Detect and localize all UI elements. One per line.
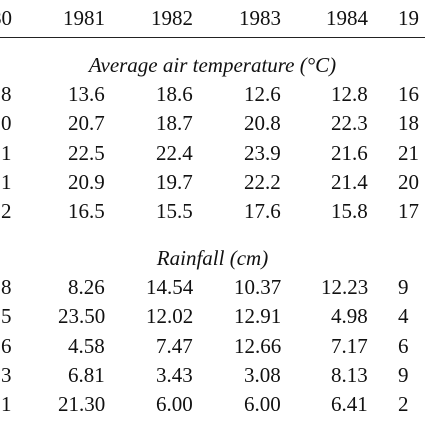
- table-cell: 13.6: [68, 82, 105, 106]
- table-cell: 16: [398, 82, 419, 106]
- table-cell: 12.6: [244, 82, 281, 106]
- table-cell: 14.54: [146, 275, 194, 299]
- table-cell: 7.17: [331, 333, 368, 358]
- table-cell: 6.41: [331, 392, 368, 417]
- table-cell: 20.7: [68, 111, 105, 136]
- table-cell: 6.81: [68, 362, 105, 387]
- header-cell: 1981: [63, 6, 105, 30]
- table-cell: 21: [398, 140, 419, 165]
- header-cell: 1982: [151, 6, 193, 30]
- table-cell: 9: [398, 362, 409, 387]
- table-cell: 23.50: [58, 304, 106, 329]
- table-cell: 22.3: [331, 111, 368, 136]
- table-cell: 12.23: [321, 275, 369, 299]
- header-cell: 19: [398, 6, 419, 30]
- table-cell: 9: [398, 275, 409, 299]
- table-cell: 18.6: [156, 82, 193, 106]
- table-cell: 12.91: [234, 304, 282, 329]
- table-cell: 6.00: [156, 392, 193, 417]
- table-cell: 12.8: [331, 82, 368, 106]
- table-cell: 3.43: [156, 362, 193, 387]
- table-cell: 20: [398, 169, 419, 194]
- table-cell: 6: [398, 333, 409, 358]
- table-cell: 17.6: [244, 199, 281, 224]
- table-cell: 10.37: [234, 275, 282, 299]
- table-cell: 21.4: [331, 169, 368, 194]
- table-cell: 8.13: [331, 362, 368, 387]
- table-cell: 22.5: [68, 140, 105, 165]
- table-cell: 1: [1, 140, 12, 165]
- table-cell: 8.26: [68, 275, 105, 299]
- table-cell: 12.02: [146, 304, 194, 329]
- table-cell: 0: [1, 111, 12, 136]
- header-cell: 1984: [326, 6, 368, 30]
- table-cell: 17: [398, 199, 419, 224]
- section-title: Average air temperature (°C): [88, 53, 337, 77]
- section-title: Rainfall (cm): [156, 246, 269, 270]
- table-cell: 23.9: [244, 140, 281, 165]
- table-cell: 2: [398, 392, 409, 417]
- table-cell: 4.58: [68, 333, 105, 358]
- table-cell: 1: [1, 392, 12, 417]
- table-cell: 8: [1, 82, 12, 106]
- table-cell: 8: [1, 275, 12, 299]
- table-cell: 18.7: [156, 111, 193, 136]
- table-cell: 18: [398, 111, 419, 136]
- table-cell: 1: [1, 169, 12, 194]
- table-cell: 2: [1, 199, 12, 224]
- table-cell: 21.6: [331, 140, 368, 165]
- table-cell: 3: [1, 362, 12, 387]
- table-cell: 21.30: [58, 392, 106, 417]
- table-cell: 20.9: [68, 169, 105, 194]
- table-cell: 20.8: [244, 111, 281, 136]
- table-cell: 15.5: [156, 199, 193, 224]
- header-cell: 80: [0, 6, 12, 30]
- table-cell: 22.4: [156, 140, 193, 165]
- header-rule: [0, 37, 425, 38]
- table-cell: 6.00: [244, 392, 281, 417]
- table-cell: 15.8: [331, 199, 368, 224]
- table-cell: 22.2: [244, 169, 281, 194]
- header-cell: 1983: [239, 6, 281, 30]
- table-cell: 4: [398, 304, 409, 329]
- table-cell: 7.47: [156, 333, 193, 358]
- table-cell: 12.66: [234, 333, 282, 358]
- table-cell: 3.08: [244, 362, 281, 387]
- table-cell: 16.5: [68, 199, 105, 224]
- table-cell: 4.98: [331, 304, 368, 329]
- table-cell: 19.7: [156, 169, 193, 194]
- table-cell: 5: [1, 304, 12, 329]
- table-cell: 6: [1, 333, 12, 358]
